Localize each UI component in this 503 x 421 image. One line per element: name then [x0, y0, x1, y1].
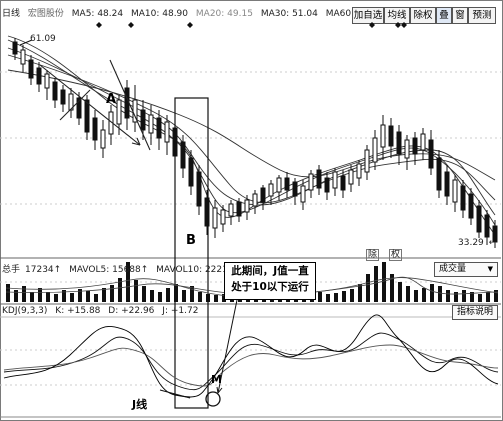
low-price-value: 33.29 — [458, 238, 484, 248]
ma5-value: MA5: 48.24 — [71, 9, 124, 19]
indicator-selector[interactable]: 成交量 ▼ — [434, 262, 498, 277]
low-price-label: 33.29 ← — [458, 238, 501, 248]
label-b: B — [186, 233, 196, 248]
mavol10-value: MAVOL10: 22212 — [156, 265, 234, 275]
volume-label: 总手 — [2, 265, 21, 275]
event-label-right: 权 — [389, 249, 403, 261]
event-labels: 除权 — [366, 247, 407, 261]
low-arrow: ← — [488, 238, 497, 248]
m-label: M — [211, 373, 222, 386]
indicator-help-button[interactable]: 指标说明 — [452, 305, 499, 320]
high-price-value: 61.09 — [30, 34, 56, 44]
overlay-button[interactable]: 叠 — [436, 7, 452, 24]
annotation-box: 此期间，J值一直 处于10以下运行 — [224, 262, 316, 300]
mavol5-value: MAVOL5: 15688↑ — [69, 265, 149, 275]
event-marker — [187, 22, 193, 28]
period-label: 日线 — [2, 9, 21, 19]
volume-header: 总手 17234↑ MAVOL5: 15688↑ MAVOL10: 22212 — [2, 262, 239, 275]
ma10-value: MA10: 48.90 — [130, 9, 189, 19]
stock-name: 宏图股份 — [27, 9, 64, 19]
indicator-selector-label: 成交量 — [439, 264, 467, 274]
kdj-d-value: D: +22.96 — [108, 306, 155, 316]
annotation-line-1: 此期间，J值一直 — [231, 265, 309, 277]
ma30-value: MA30: 51.04 — [260, 9, 318, 19]
candles — [12, 38, 498, 248]
forecast-button[interactable]: 预测 — [468, 7, 496, 24]
region-b-box — [174, 97, 209, 409]
event-marker — [369, 22, 375, 28]
window-button[interactable]: 窗 — [452, 7, 468, 24]
kdj-lines — [3, 314, 499, 398]
m-circle — [205, 391, 221, 407]
kdj-k-value: K: +15.88 — [55, 306, 101, 316]
kdj-title: KDJ(9,3,3) — [2, 306, 48, 316]
event-marker — [395, 22, 401, 28]
event-markers — [96, 22, 407, 28]
chevron-down-icon: ▼ — [487, 265, 493, 273]
kdj-j-value: J: +1.72 — [162, 306, 199, 316]
j-line-label: J线 — [132, 398, 148, 411]
event-marker — [401, 22, 407, 28]
annotation-line-2: 处于10以下运行 — [231, 281, 309, 293]
trend-arrows — [39, 59, 151, 151]
label-a: A — [106, 92, 117, 107]
volume-value: 17234↑ — [25, 265, 62, 275]
callout-arrow — [217, 299, 238, 394]
add-favorite-button[interactable]: 加自选 — [352, 7, 384, 24]
kdj-header: KDJ(9,3,3) K: +15.88 D: +22.96 J: +1.72 — [2, 306, 203, 316]
high-price-label: 61.09 — [30, 34, 61, 44]
exright-button[interactable]: 除权 — [410, 7, 436, 24]
event-marker — [96, 22, 102, 28]
event-marker — [128, 22, 134, 28]
event-label-ex: 除 — [366, 249, 380, 261]
ma20-value: MA20: 49.15 — [195, 9, 253, 19]
